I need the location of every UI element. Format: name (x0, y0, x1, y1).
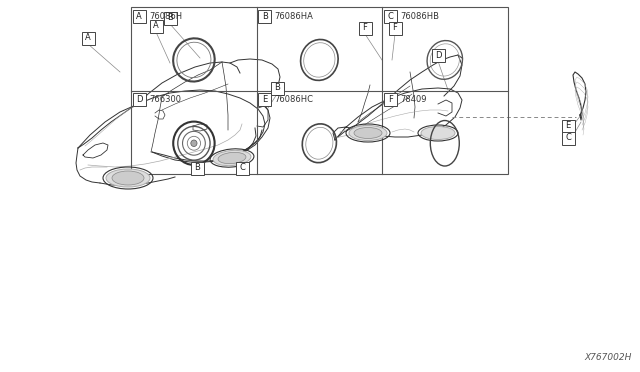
Bar (132, 93, 146, 106)
Text: B: B (167, 13, 173, 22)
Text: E: E (565, 122, 571, 131)
Text: A: A (85, 33, 91, 42)
Text: 76086HA: 76086HA (275, 12, 314, 21)
Bar (150, 19, 163, 32)
Text: 78409: 78409 (400, 95, 427, 104)
Bar (431, 48, 445, 61)
Text: F: F (388, 95, 392, 104)
Ellipse shape (354, 128, 382, 138)
Bar (271, 81, 284, 94)
Text: D: D (136, 95, 143, 104)
Text: A: A (136, 12, 142, 21)
Bar (258, 10, 271, 23)
Bar (132, 10, 146, 23)
Ellipse shape (213, 150, 251, 166)
Text: C: C (565, 134, 571, 142)
Text: F: F (363, 23, 367, 32)
Ellipse shape (191, 140, 197, 147)
Bar (131, 7, 508, 174)
Bar (163, 12, 177, 25)
Bar (561, 119, 575, 132)
Bar (81, 32, 95, 45)
Bar (191, 161, 204, 174)
Bar (388, 22, 401, 35)
Text: C: C (387, 12, 393, 21)
Ellipse shape (421, 126, 455, 140)
Text: B: B (194, 164, 200, 173)
Text: 76086HB: 76086HB (400, 12, 439, 21)
Ellipse shape (106, 169, 150, 187)
Bar (383, 10, 397, 23)
Bar (258, 93, 271, 106)
Bar (561, 131, 575, 144)
Ellipse shape (349, 125, 387, 141)
Text: 76086H: 76086H (149, 12, 182, 21)
Bar (383, 93, 397, 106)
Ellipse shape (112, 171, 144, 185)
Text: B: B (262, 12, 268, 21)
Text: C: C (239, 164, 245, 173)
Text: D: D (435, 51, 441, 60)
Bar (358, 22, 371, 35)
Ellipse shape (218, 153, 246, 164)
Bar (236, 161, 248, 174)
Text: X767002H: X767002H (584, 353, 632, 362)
Text: 766300: 766300 (149, 95, 181, 104)
Text: 76086HC: 76086HC (275, 95, 314, 104)
Text: B: B (274, 83, 280, 93)
Text: E: E (262, 95, 268, 104)
Text: F: F (392, 23, 397, 32)
Text: A: A (153, 22, 159, 31)
